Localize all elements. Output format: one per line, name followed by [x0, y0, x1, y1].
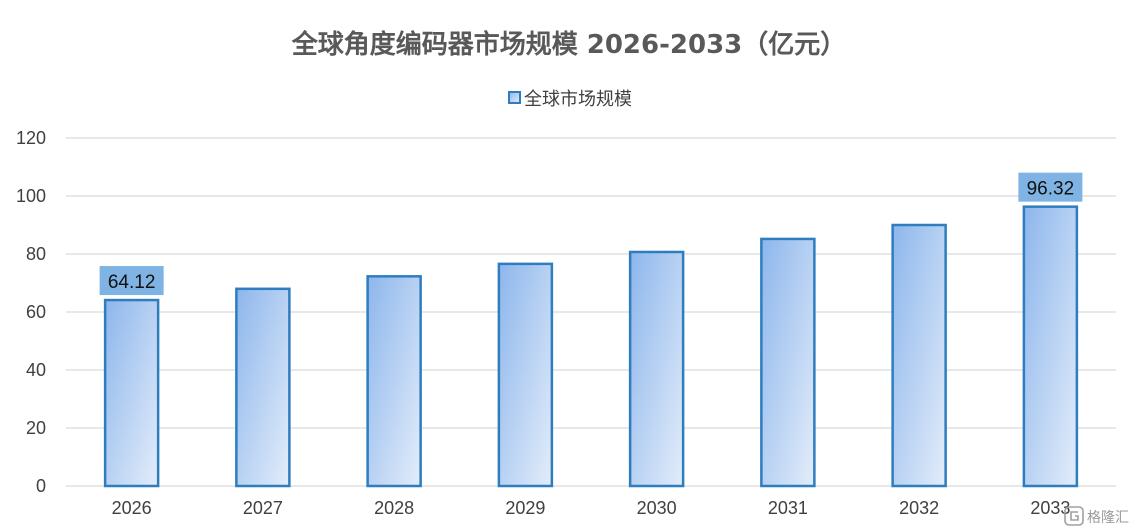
legend-label: 全球市场规模	[524, 89, 632, 110]
x-tick-label: 2032	[899, 498, 939, 518]
data-labels: 64.12 96.32	[99, 172, 1083, 296]
y-tick-label: 100	[16, 186, 46, 206]
chart-title: 全球角度编码器市场规模 2026-2033（亿元）	[291, 29, 847, 60]
data-label-bg	[1018, 172, 1083, 202]
bar-2028	[366, 275, 422, 488]
data-label-text: 96.32	[1027, 179, 1075, 200]
x-tick-label: 2030	[637, 498, 677, 518]
bar-2031	[760, 237, 816, 488]
y-tick-label: 0	[36, 476, 46, 496]
data-label-2033: 96.32	[1018, 172, 1083, 202]
y-tick-label: 40	[26, 360, 46, 380]
x-tick-label: 2029	[505, 498, 545, 518]
x-tick-label: 2033	[1030, 498, 1070, 518]
x-tick-label: 2026	[112, 498, 152, 518]
gridlines	[66, 137, 1116, 487]
bar-2032	[891, 223, 947, 488]
bar-2027	[235, 287, 291, 488]
data-label-text: 64.12	[108, 272, 156, 293]
y-tick-label: 80	[26, 244, 46, 264]
data-label-2026: 64.12	[99, 266, 164, 296]
watermark-text: 格隆汇	[1087, 510, 1129, 526]
bar-2033	[1022, 205, 1079, 488]
x-tick-label: 2028	[374, 498, 414, 518]
legend-swatch	[508, 91, 521, 104]
bars	[103, 205, 1079, 488]
x-tick-label: 2031	[768, 498, 808, 518]
x-tick-label: 2027	[243, 498, 283, 518]
legend: 全球市场规模	[508, 89, 632, 110]
y-tick-label: 120	[16, 128, 46, 148]
y-axis: 0 20 40 60 80 100 120	[16, 128, 46, 496]
y-tick-label: 60	[26, 302, 46, 322]
bar-2026	[103, 298, 160, 488]
bar-2030	[628, 250, 685, 488]
y-tick-label: 20	[26, 418, 46, 438]
bar-2029	[497, 262, 554, 488]
watermark: 格隆汇	[1064, 506, 1129, 526]
watermark-logo-icon	[1064, 506, 1084, 526]
x-axis: 2026 2027 2028 2029 2030 2031 2032 2033	[112, 498, 1071, 518]
data-label-bg	[99, 266, 164, 296]
